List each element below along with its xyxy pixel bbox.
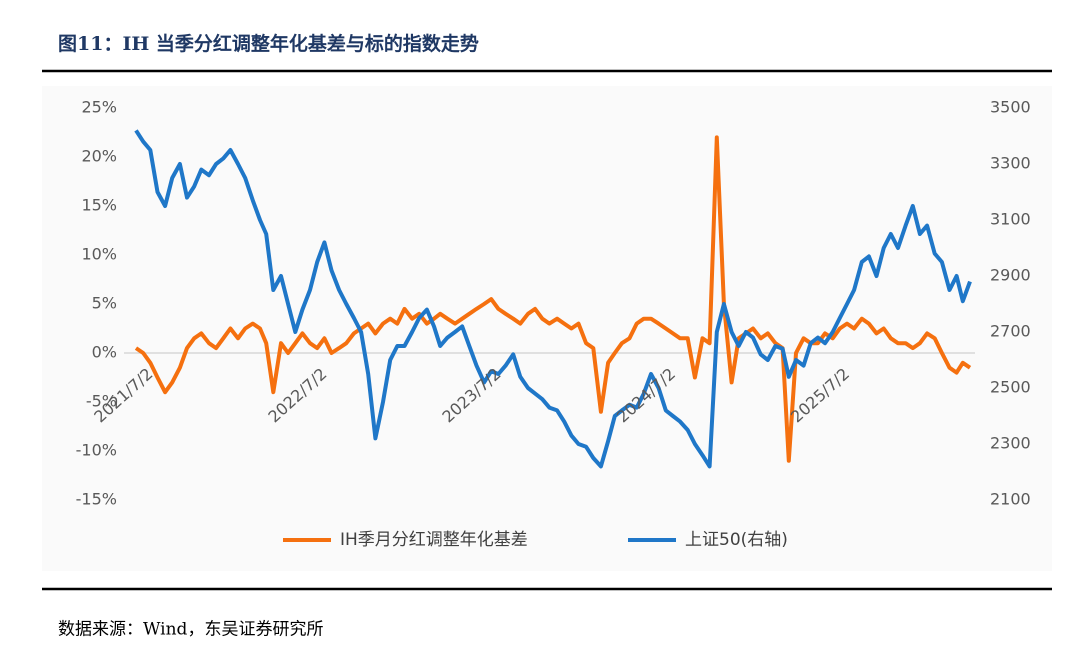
y-tick-label: 0%	[92, 343, 117, 362]
y-tick-label: 5%	[92, 294, 117, 313]
series-line	[134, 135, 972, 463]
y2-tick-label: 2300	[990, 434, 1031, 453]
y2-tick-label: 2900	[990, 266, 1031, 285]
y2-tick-label: 2700	[990, 322, 1031, 341]
plot-background	[42, 86, 1052, 571]
legend-label: IH季月分红调整年化基差	[340, 530, 528, 550]
series-line	[134, 129, 972, 469]
y-tick-label: 15%	[81, 196, 117, 215]
y-tick-label: -15%	[76, 490, 117, 509]
y-tick-label: -5%	[86, 392, 117, 411]
chart-title: 图11：IH 当季分红调整年化基差与标的指数走势	[58, 32, 479, 55]
y2-tick-label: 3500	[990, 98, 1031, 117]
y-tick-label: -10%	[76, 441, 117, 460]
source-note: 数据来源：Wind，东吴证券研究所	[58, 620, 323, 640]
y-tick-label: 25%	[81, 98, 117, 117]
y-tick-label: 20%	[81, 147, 117, 166]
y-tick-label: 10%	[81, 245, 117, 264]
y2-tick-label: 3300	[990, 154, 1031, 173]
y2-tick-label: 2500	[990, 378, 1031, 397]
y2-tick-label: 3100	[990, 210, 1031, 229]
y2-tick-label: 2100	[990, 490, 1031, 509]
legend-label: 上证50(右轴)	[685, 530, 788, 550]
